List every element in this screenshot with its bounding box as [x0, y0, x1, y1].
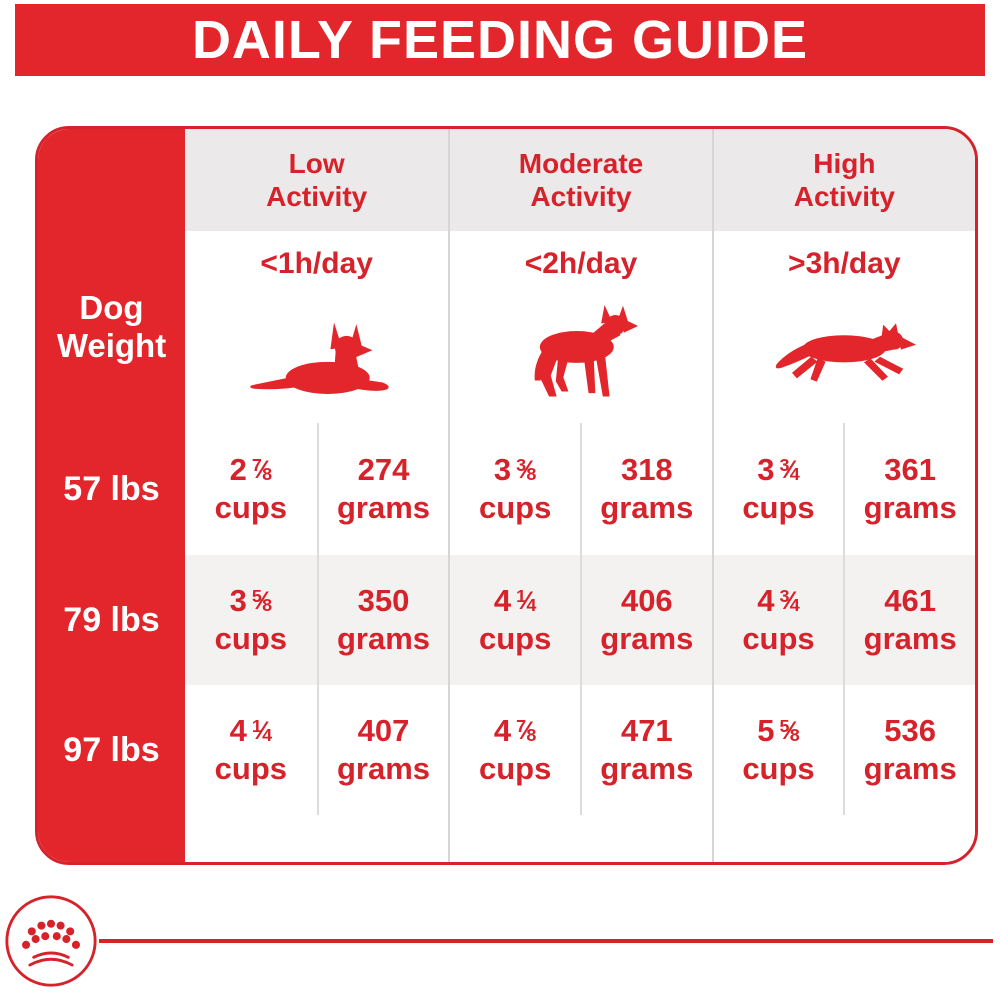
- cups-unit: cups: [742, 490, 815, 525]
- cups-value: 4 7⁄8: [493, 713, 537, 749]
- cups-value: 3 5⁄8: [229, 583, 273, 619]
- royal-canin-crown-logo: [5, 895, 97, 987]
- cell-79lbs-high-grams: 461 grams: [843, 555, 975, 685]
- cell-57lbs-low-grams: 274 grams: [316, 423, 449, 555]
- running-dog-box: [760, 281, 928, 423]
- header-high-line2: Activity: [793, 181, 895, 212]
- dog-weight-column: Dog Weight 57 lbs 79 lbs 97 lbs: [38, 129, 185, 862]
- header-moderate-line2: Activity: [530, 181, 632, 212]
- grams-value: 407: [357, 713, 410, 749]
- cups-unit: cups: [214, 490, 287, 525]
- cell-57lbs-moderate-cups: 3 3⁄8 cups: [448, 423, 580, 555]
- grams-unit: grams: [336, 490, 431, 525]
- subheader-high: >3h/day: [711, 231, 975, 423]
- cups-value: 5 5⁄8: [757, 713, 800, 749]
- weight-row-1: 57 lbs: [63, 469, 160, 508]
- grams-unit: grams: [336, 751, 431, 786]
- standing-dog-icon: [534, 304, 639, 397]
- cups-value: 2 7⁄8: [229, 452, 273, 488]
- title-banner: DAILY FEEDING GUIDE: [15, 4, 985, 76]
- cups-value: 4 3⁄4: [757, 583, 800, 619]
- cups-unit: cups: [742, 621, 815, 656]
- cups-value: 4 1⁄4: [493, 583, 537, 619]
- cell-79lbs-high-cups: 4 3⁄4 cups: [711, 555, 844, 685]
- cups-value: 4 1⁄4: [229, 713, 273, 749]
- footer-divider-line: [99, 939, 993, 943]
- grams-value: 361: [884, 452, 937, 488]
- grams-value: 274: [357, 452, 410, 488]
- header-low-line2: Activity: [266, 181, 368, 212]
- cell-57lbs-high-grams: 361 grams: [843, 423, 975, 555]
- duration-high-label: >3h/day: [788, 247, 901, 280]
- footer: [0, 893, 1000, 989]
- dog-weight-label: Dog Weight: [56, 289, 167, 364]
- subheader-moderate: <2h/day: [448, 231, 712, 423]
- lying-dog-box: [241, 281, 393, 423]
- header-high-line1: High: [813, 147, 876, 179]
- bottom-spacer-high: [711, 815, 975, 862]
- cups-unit: cups: [478, 621, 552, 656]
- cell-79lbs-moderate-cups: 4 1⁄4 cups: [448, 555, 580, 685]
- header-low-activity: Low Activity: [185, 129, 449, 231]
- cell-79lbs-low-grams: 350 grams: [316, 555, 449, 685]
- cell-79lbs-moderate-grams: 406 grams: [580, 555, 712, 685]
- duration-low-label: <1h/day: [260, 247, 373, 280]
- subheader-low: <1h/day: [185, 231, 449, 423]
- feeding-guide-table: Dog Weight 57 lbs 79 lbs 97 lbs Low Acti…: [35, 126, 978, 865]
- cell-97lbs-moderate-grams: 471 grams: [580, 685, 712, 815]
- grams-value: 536: [884, 713, 937, 749]
- cups-unit: cups: [478, 751, 552, 786]
- grams-unit: grams: [336, 621, 431, 656]
- header-low-line1: Low: [288, 147, 345, 179]
- cups-unit: cups: [214, 751, 287, 786]
- grams-value: 406: [620, 583, 673, 619]
- grams-value: 461: [884, 583, 937, 619]
- bottom-spacer-low: [185, 815, 449, 862]
- weight-row-2: 79 lbs: [63, 600, 160, 639]
- grams-value: 350: [357, 583, 410, 619]
- weight-row-3: 97 lbs: [63, 730, 160, 769]
- cell-97lbs-high-cups: 5 5⁄8 cups: [711, 685, 844, 815]
- header-moderate-activity: Moderate Activity: [448, 129, 712, 231]
- cell-79lbs-low-cups: 3 5⁄8 cups: [185, 555, 317, 685]
- cups-unit: cups: [742, 751, 815, 786]
- page-title: DAILY FEEDING GUIDE: [191, 10, 809, 70]
- cups-value: 3 3⁄4: [757, 452, 800, 488]
- grams-value: 471: [620, 713, 673, 749]
- grams-unit: grams: [600, 490, 694, 525]
- cups-value: 3 3⁄8: [493, 452, 537, 488]
- standing-dog-box: [518, 281, 644, 423]
- header-high-activity: High Activity: [711, 129, 975, 231]
- grams-unit: grams: [600, 621, 694, 656]
- duration-moderate-label: <2h/day: [524, 247, 638, 280]
- grams-unit: grams: [600, 751, 694, 786]
- running-dog-icon: [776, 323, 917, 382]
- cups-unit: cups: [478, 490, 552, 525]
- cell-97lbs-low-grams: 407 grams: [316, 685, 449, 815]
- cell-97lbs-high-grams: 536 grams: [843, 685, 975, 815]
- weight-column-header-spacer: [38, 129, 185, 231]
- cups-unit: cups: [214, 621, 287, 656]
- bottom-spacer-moderate: [448, 815, 712, 862]
- grams-unit: grams: [863, 751, 957, 786]
- cell-97lbs-moderate-cups: 4 7⁄8 cups: [448, 685, 580, 815]
- grams-value: 318: [620, 452, 673, 488]
- lying-dog-icon: [249, 322, 389, 395]
- header-moderate-line1: Moderate: [518, 147, 644, 179]
- cell-57lbs-moderate-grams: 318 grams: [580, 423, 712, 555]
- grams-unit: grams: [863, 621, 957, 656]
- cell-57lbs-low-cups: 2 7⁄8 cups: [185, 423, 317, 555]
- cell-97lbs-low-cups: 4 1⁄4 cups: [185, 685, 317, 815]
- cell-57lbs-high-cups: 3 3⁄4 cups: [711, 423, 844, 555]
- feeding-guide-grid: Dog Weight 57 lbs 79 lbs 97 lbs Low Acti…: [38, 129, 975, 862]
- grams-unit: grams: [863, 490, 957, 525]
